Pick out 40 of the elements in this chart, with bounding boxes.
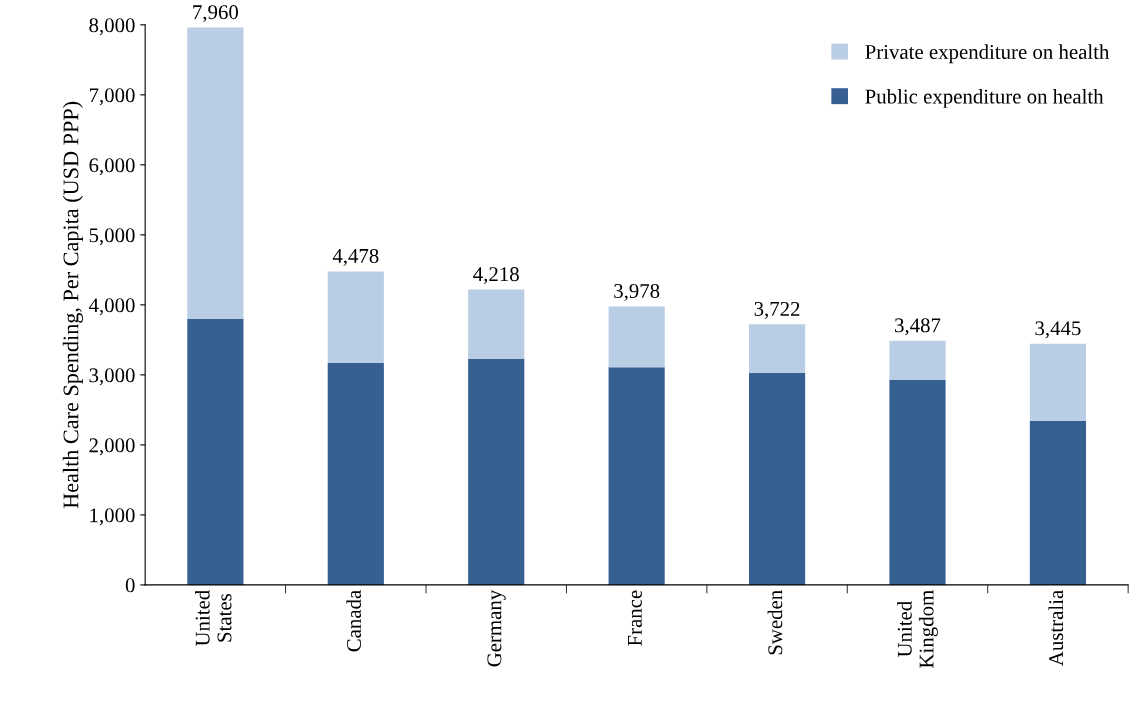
total-label: 7,960 — [193, 5, 239, 23]
x-tick-label: Sweden — [767, 590, 783, 655]
x-tick-label: United States — [195, 590, 232, 647]
total-label: 3,487 — [895, 318, 941, 336]
x-tick-label: Germany — [487, 589, 506, 667]
x-tick-label: France — [628, 590, 642, 646]
y-tick-label: 6,000 — [89, 158, 135, 176]
bar — [748, 372, 806, 585]
y-tick-label: 3,000 — [89, 368, 135, 386]
y-tick-label: 5,000 — [89, 228, 135, 246]
bar — [187, 27, 244, 319]
total-label: 3,445 — [1035, 321, 1081, 339]
bar — [468, 289, 525, 359]
bar — [608, 306, 665, 368]
y-tick-label: 7,000 — [89, 88, 135, 106]
bar — [889, 340, 946, 380]
x-tick-label: United Kingdom — [897, 590, 938, 668]
total-label: 4,478 — [332, 248, 379, 266]
y-tick-label: 2,000 — [89, 438, 135, 456]
y-tick-label: 1,000 — [90, 508, 135, 526]
bar — [1029, 343, 1087, 422]
bar — [187, 318, 244, 585]
bar — [608, 367, 665, 585]
bar — [748, 324, 806, 373]
x-tick-label: Canada — [346, 590, 362, 652]
total-label: 3,978 — [614, 283, 660, 301]
bar — [327, 271, 384, 363]
bar — [889, 379, 946, 585]
y-axis-title: Health Care Spending, Per Capita (USD PPP) — [62, 101, 84, 509]
y-tick-label: 4,000 — [88, 298, 135, 316]
total-label: 3,722 — [754, 301, 800, 319]
bar — [468, 358, 525, 585]
total-label: 4,218 — [473, 267, 519, 285]
y-tick-label: 8,000 — [89, 18, 135, 36]
bar — [327, 362, 384, 585]
bar — [1029, 421, 1087, 585]
legend-label: Public expenditure on health — [865, 88, 1104, 108]
x-tick-label: Australia — [1048, 590, 1064, 666]
y-tick-label: 0 — [125, 578, 135, 593]
legend-label: Private expenditure on health — [865, 44, 1110, 64]
